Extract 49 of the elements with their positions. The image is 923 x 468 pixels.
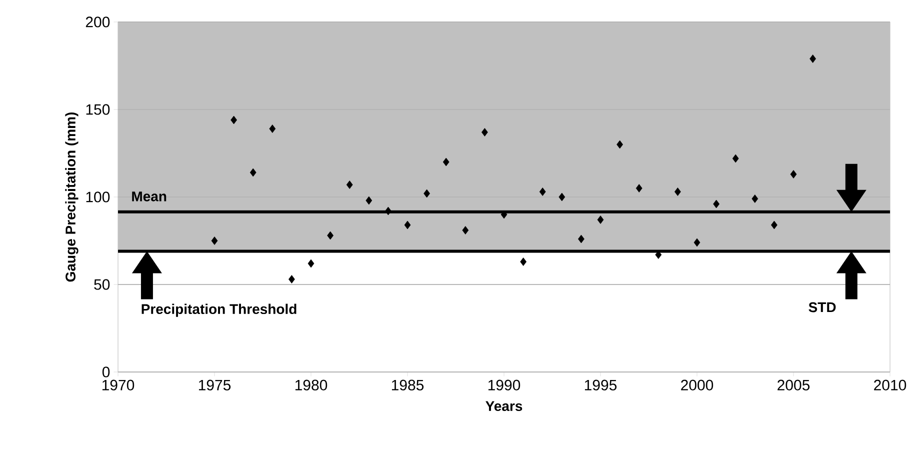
y-tick-label: 0	[102, 366, 110, 378]
x-tick-label: 2000	[681, 380, 714, 390]
point	[424, 189, 430, 198]
x-axis-title: Years	[486, 401, 522, 412]
point	[636, 184, 642, 192]
point	[385, 206, 392, 216]
point	[211, 236, 218, 245]
point	[327, 231, 334, 240]
annotation: Precipitation Threshold	[142, 304, 296, 317]
point	[462, 226, 469, 234]
point	[578, 234, 584, 244]
point	[597, 216, 604, 224]
point	[539, 188, 546, 196]
point	[694, 238, 700, 247]
point	[442, 158, 450, 166]
x-tick-label: 1970	[102, 380, 134, 390]
point	[790, 170, 797, 178]
x-tick-label: 2010	[874, 380, 906, 390]
x-tick-label: 2005	[778, 380, 810, 390]
point	[308, 259, 314, 268]
point	[674, 188, 681, 196]
point	[732, 154, 739, 163]
point	[404, 220, 411, 230]
point	[230, 116, 238, 124]
point	[558, 192, 566, 202]
y-tick-label: 200	[86, 16, 110, 28]
point	[752, 194, 758, 203]
point	[771, 220, 778, 230]
y-tick-label: 50	[94, 279, 110, 290]
point	[366, 196, 372, 205]
point	[482, 128, 488, 136]
point	[288, 275, 295, 284]
point	[269, 124, 276, 133]
x-tick-label: 1995	[584, 380, 617, 390]
point	[713, 200, 720, 208]
point	[616, 140, 624, 149]
y-axis-title: Gauge Precipitation (mm)	[65, 112, 78, 282]
point	[346, 180, 353, 189]
y-tick-label: 150	[86, 104, 110, 115]
y-tick-label: 100	[86, 192, 110, 202]
point	[520, 258, 527, 266]
x-tick-label: 1975	[198, 380, 231, 390]
annotation: STD	[808, 302, 836, 312]
ref-line-label: Mean	[132, 192, 166, 202]
point	[810, 54, 816, 63]
x-tick-label: 1980	[295, 380, 328, 390]
x-tick-label: 1985	[392, 380, 424, 390]
x-tick-label: 1990	[488, 380, 520, 390]
point	[250, 168, 256, 177]
